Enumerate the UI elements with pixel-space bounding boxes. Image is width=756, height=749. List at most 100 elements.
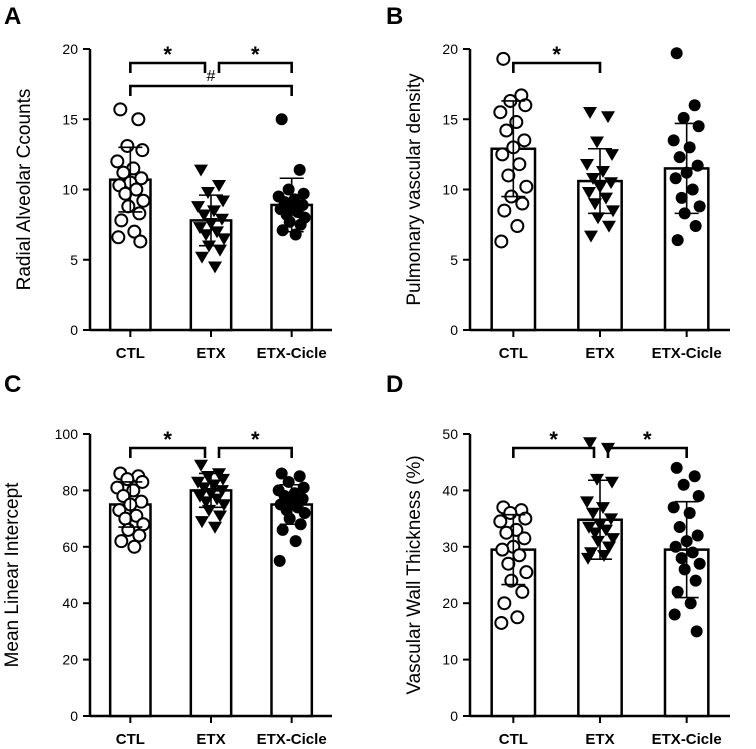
data-point (670, 461, 683, 474)
y-tick-label: 50 (442, 426, 458, 442)
data-point (691, 529, 704, 542)
significance-label: # (207, 68, 216, 85)
data-point (282, 475, 295, 488)
data-point (509, 115, 524, 130)
data-point (201, 187, 215, 199)
data-point (512, 548, 527, 563)
y-tick-label: 15 (62, 111, 78, 127)
panel-letter: C (4, 371, 21, 398)
data-point (675, 191, 688, 204)
data-point (512, 157, 527, 172)
data-point (208, 521, 222, 534)
chart-panel-c: C Mean Linear Intercept 0 20 40 60 80 100 CTL ETX… (2, 371, 332, 748)
y-tick-label: 80 (62, 482, 78, 498)
data-point (590, 136, 604, 149)
y-tick-label: 0 (450, 322, 458, 338)
data-point (684, 597, 697, 610)
data-point (131, 112, 146, 127)
data-point (294, 218, 307, 231)
data-point (215, 485, 229, 498)
data-point (132, 206, 147, 221)
data-point (580, 496, 594, 509)
x-tick-label: ETX-Cicle (257, 345, 327, 362)
data-point (599, 524, 613, 537)
data-point (588, 198, 602, 211)
data-point (669, 172, 682, 185)
data-point (493, 514, 508, 529)
significance-label: * (163, 42, 172, 67)
data-point (216, 195, 230, 208)
data-point (677, 111, 690, 124)
y-tick-label: 5 (450, 252, 458, 268)
data-point (668, 608, 681, 621)
data-point (692, 490, 705, 503)
chart-panel-b: B Pulmonary vascular density 0 5 10 15 20 CTL ET… (386, 3, 730, 362)
data-point (213, 244, 227, 257)
data-point (690, 625, 703, 638)
x-tick-label: CTL (116, 345, 145, 362)
data-point (210, 493, 224, 506)
data-point (518, 511, 533, 526)
data-point (120, 138, 135, 153)
significance-bracket (129, 446, 207, 458)
data-point (213, 510, 227, 523)
y-tick-label: 30 (442, 539, 458, 555)
data-point (193, 222, 207, 235)
data-point (283, 512, 296, 525)
x-tick-label: ETX (196, 345, 225, 362)
data-point (667, 134, 680, 147)
data-point (197, 209, 211, 222)
data-point (216, 473, 230, 486)
data-point (212, 180, 226, 192)
data-point (689, 574, 702, 587)
data-point (495, 147, 510, 162)
data-point (689, 220, 702, 233)
data-point (504, 573, 519, 588)
significance-bracket (217, 446, 293, 458)
data-point (517, 531, 532, 546)
significance-label: * (549, 427, 558, 452)
y-tick-label: 5 (70, 252, 78, 268)
y-tick-label: 0 (70, 322, 78, 338)
y-axis-label: Pulmonary vascular density (404, 73, 425, 306)
data-point (496, 51, 511, 66)
data-point (297, 187, 310, 200)
data-point (667, 501, 680, 514)
data-point (113, 102, 128, 117)
y-tick-label: 40 (62, 595, 78, 611)
data-point (583, 106, 597, 119)
data-point (497, 596, 512, 611)
data-point (693, 200, 706, 213)
data-point (686, 183, 699, 196)
y-tick-label: 100 (55, 426, 79, 442)
data-point (289, 535, 302, 548)
x-tick-label: CTL (116, 731, 145, 748)
data-point (298, 506, 311, 519)
data-point (693, 557, 706, 570)
data-point (493, 105, 508, 120)
data-point (671, 234, 684, 247)
data-point (675, 552, 688, 565)
chart-panel-d: D Vascular Wall Thickness (%) 0 10 20 30 40 50 C… (386, 371, 730, 748)
y-tick-label: 20 (62, 652, 78, 668)
x-tick-label: CTL (499, 345, 528, 362)
data-point (517, 133, 532, 148)
data-point (515, 196, 530, 211)
data-point (135, 143, 150, 158)
data-point (606, 533, 620, 545)
data-point (197, 482, 211, 495)
y-tick-label: 10 (62, 182, 78, 198)
x-tick-label: ETX-Cicle (257, 731, 327, 748)
data-point (583, 437, 597, 450)
data-point (275, 113, 288, 126)
data-point (111, 230, 126, 245)
data-point (210, 226, 224, 239)
x-tick-label: ETX-Cicle (652, 731, 722, 748)
data-point (686, 546, 699, 559)
data-point (518, 98, 533, 113)
data-point (691, 159, 704, 172)
data-point (683, 506, 696, 519)
y-axis-label: Vascular Wall Thickness (%) (404, 455, 425, 694)
x-tick-label: ETX (196, 731, 225, 748)
data-point (671, 585, 684, 598)
